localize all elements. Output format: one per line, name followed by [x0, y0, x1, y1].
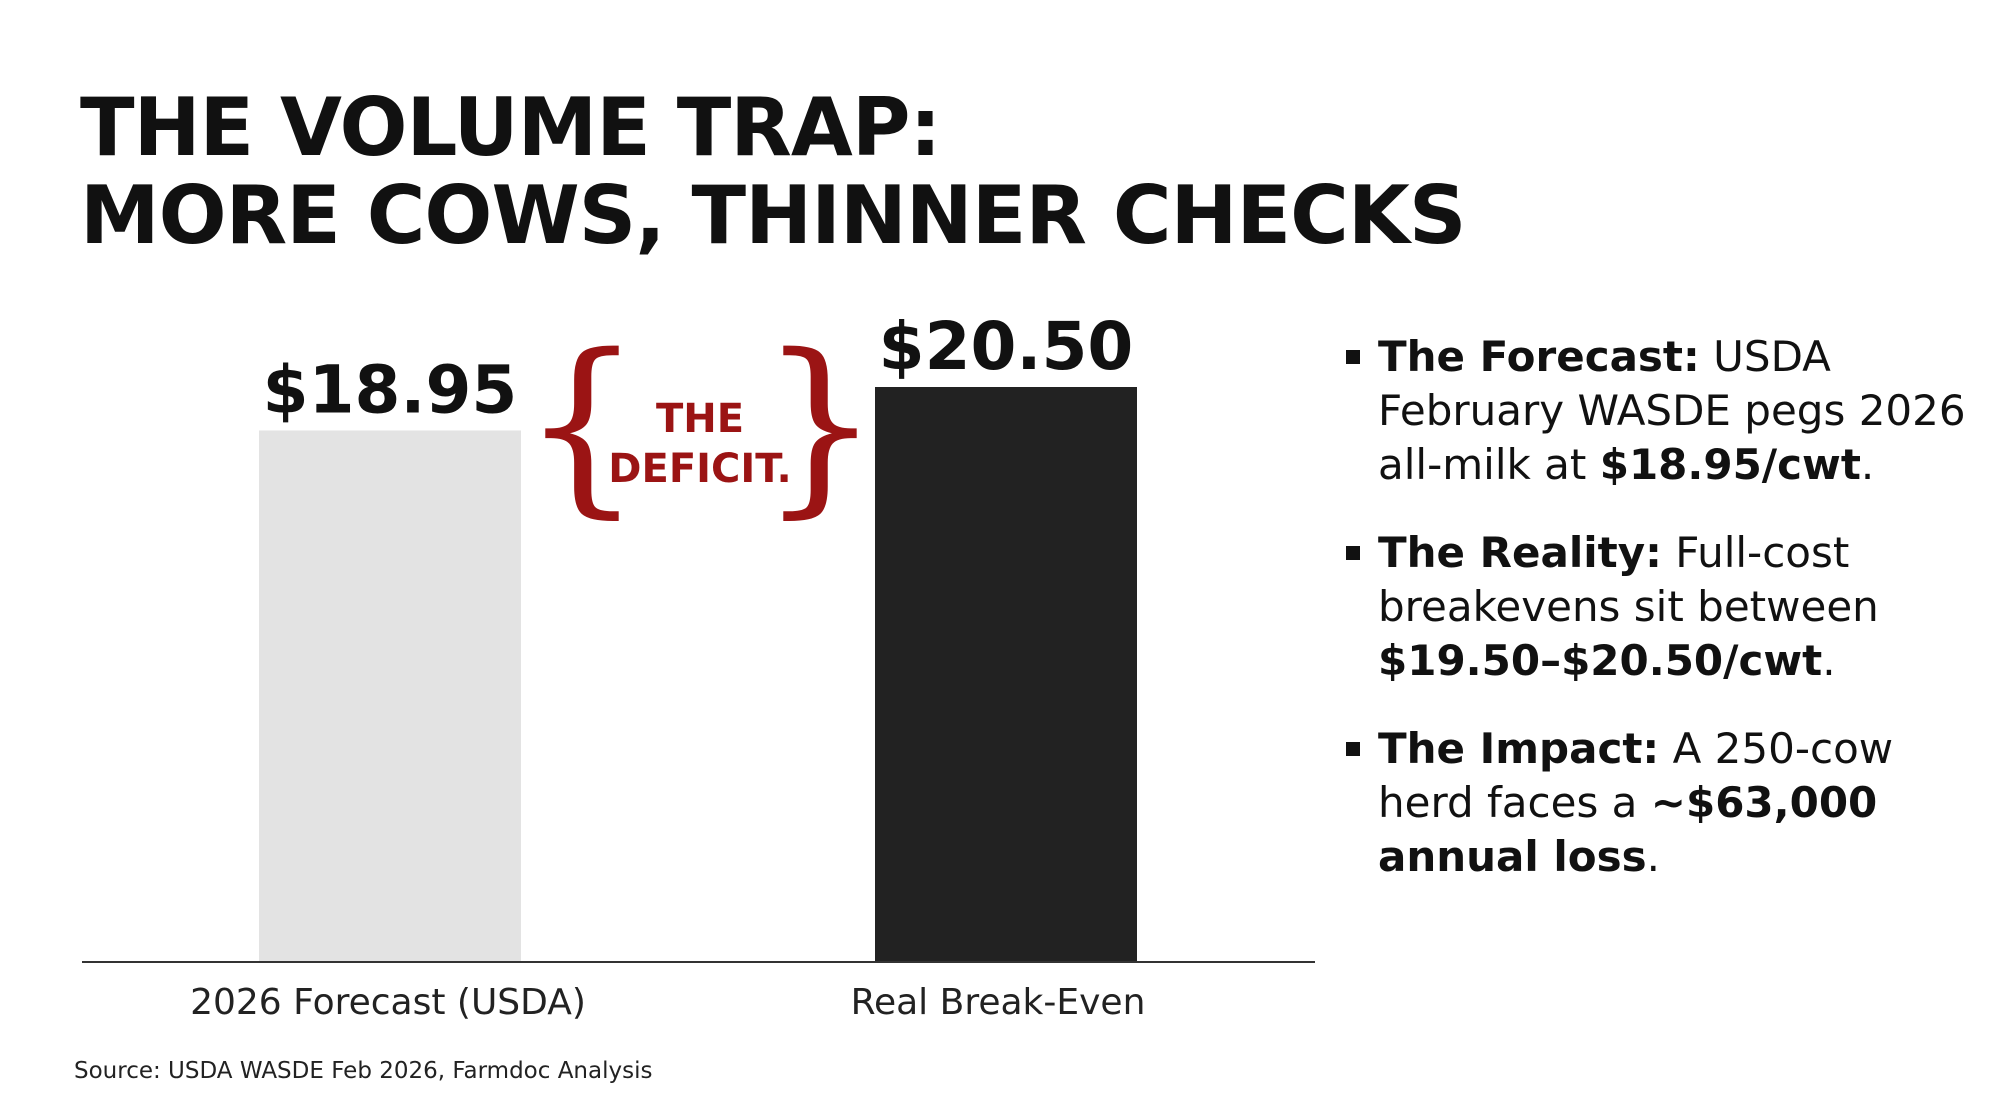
key-point-heading: The Impact: [1378, 724, 1660, 773]
bar-break-even [875, 387, 1137, 962]
key-point-heading: The Reality: [1378, 528, 1662, 577]
key-point-text: . [1860, 440, 1875, 489]
category-label-forecast: 2026 Forecast (USDA) [190, 982, 586, 1023]
deficit-label-line-2: DEFICIT. [608, 446, 791, 492]
key-point-text: USDA February WASDE pegs 2026 all-milk a… [1378, 332, 1966, 489]
key-point-emphasis: $18.95/cwt [1599, 440, 1861, 489]
key-point-item: The Reality: Full-cost breakevens sit be… [1346, 526, 1976, 688]
category-label-break-even: Real Break-Even [851, 982, 1146, 1023]
key-point-text: Full-cost breakevens sit between [1378, 528, 1879, 631]
data-label-break-even: $20.50 [879, 308, 1134, 385]
source-note: Source: USDA WASDE Feb 2026, Farmdoc Ana… [74, 1058, 653, 1084]
key-point-emphasis: $19.50–$20.50/cwt [1378, 636, 1823, 685]
key-point-text: A 250-cow herd faces a [1378, 724, 1894, 827]
bar-chart: $18.95 2026 Forecast (USDA) $20.50 Real Bre… [82, 308, 1315, 1023]
page-title: THE VOLUME TRAP: MORE COWS, THINNER CHEC… [80, 81, 1466, 262]
data-label-forecast: $18.95 [263, 351, 518, 428]
key-point-item: The Impact: A 250-cow herd faces a ~$63,… [1346, 722, 1976, 884]
title-line-2: MORE COWS, THINNER CHECKS [80, 169, 1466, 262]
deficit-label-line-1: THE [656, 396, 744, 442]
key-point-text: . [1646, 832, 1661, 881]
square-bullet-icon [1346, 546, 1360, 560]
key-point-emphasis: ~$63,000 annual loss [1378, 778, 1878, 881]
key-point-text: . [1822, 636, 1836, 685]
left-brace: { [522, 314, 643, 535]
title-line-1: THE VOLUME TRAP: [80, 81, 941, 174]
bars-layer: $18.95 2026 Forecast (USDA) $20.50 Real Bre… [190, 308, 1145, 1023]
key-point-item: The Forecast: USDA February WASDE pegs 2… [1346, 330, 1976, 492]
key-points-list: The Forecast: USDA February WASDE pegs 2… [1346, 330, 1976, 918]
square-bullet-icon [1346, 742, 1360, 756]
key-point-heading: The Forecast: [1378, 332, 1700, 381]
deficit-annotation: { } THE DEFICIT. [522, 314, 881, 535]
right-brace: } [760, 314, 881, 535]
square-bullet-icon [1346, 350, 1360, 364]
bar-forecast [259, 430, 521, 963]
